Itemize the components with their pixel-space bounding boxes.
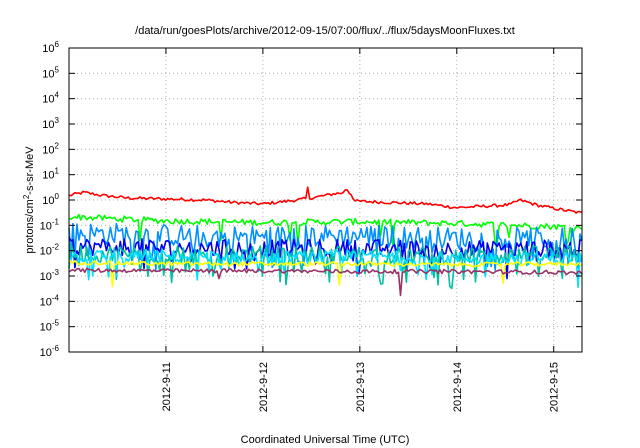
x-tick-label: 2012-9-11: [161, 362, 173, 411]
series-line: [68, 259, 583, 288]
y-tick-label: 100: [42, 192, 59, 207]
y-tick-label: 10-6: [40, 344, 60, 359]
chart-title: /data/run/goesPlots/archive/2012-09-15/0…: [135, 25, 515, 37]
y-axis-label-rest: -s-sr-MeV: [24, 146, 36, 195]
y-tick-label: 105: [42, 65, 59, 80]
series-line: [68, 222, 583, 271]
series-line: [68, 237, 583, 280]
y-tick-label: 101: [42, 167, 59, 182]
y-tick-label: 104: [42, 91, 59, 106]
label-layer: 10-6 10-5 10-4 10-3 10-2 10-1 100 101 102 103 104 1…: [40, 40, 561, 412]
x-tick-label: 2012-9-13: [355, 362, 367, 412]
y-axis-label: protons/cm2-s-sr-MeV: [22, 146, 36, 254]
series-line: [68, 249, 583, 289]
y-axis-label-sup: 2: [22, 194, 31, 199]
x-axis-label: Coordinated Universal Time (UTC): [241, 434, 410, 446]
y-tick-label: 106: [42, 40, 59, 55]
series-layer: [68, 186, 583, 297]
x-tick-label: 2012-9-14: [452, 362, 464, 412]
y-tick-label: 102: [42, 141, 59, 156]
tick-layer: [69, 47, 582, 353]
x-tick-label: 2012-9-12: [258, 362, 270, 412]
y-tick-label: 10-4: [40, 293, 60, 308]
series-line: [68, 186, 583, 214]
y-tick-label: 10-2: [40, 243, 60, 258]
series-line: [68, 267, 583, 297]
y-tick-label: 103: [42, 116, 59, 131]
y-tick-label: 10-5: [40, 319, 60, 334]
y-tick-label: 10-1: [40, 217, 60, 232]
x-tick-label: 2012-9-15: [549, 362, 561, 412]
y-tick-label: 10-3: [40, 268, 60, 283]
y-axis-label-main: protons/cm: [24, 199, 36, 253]
